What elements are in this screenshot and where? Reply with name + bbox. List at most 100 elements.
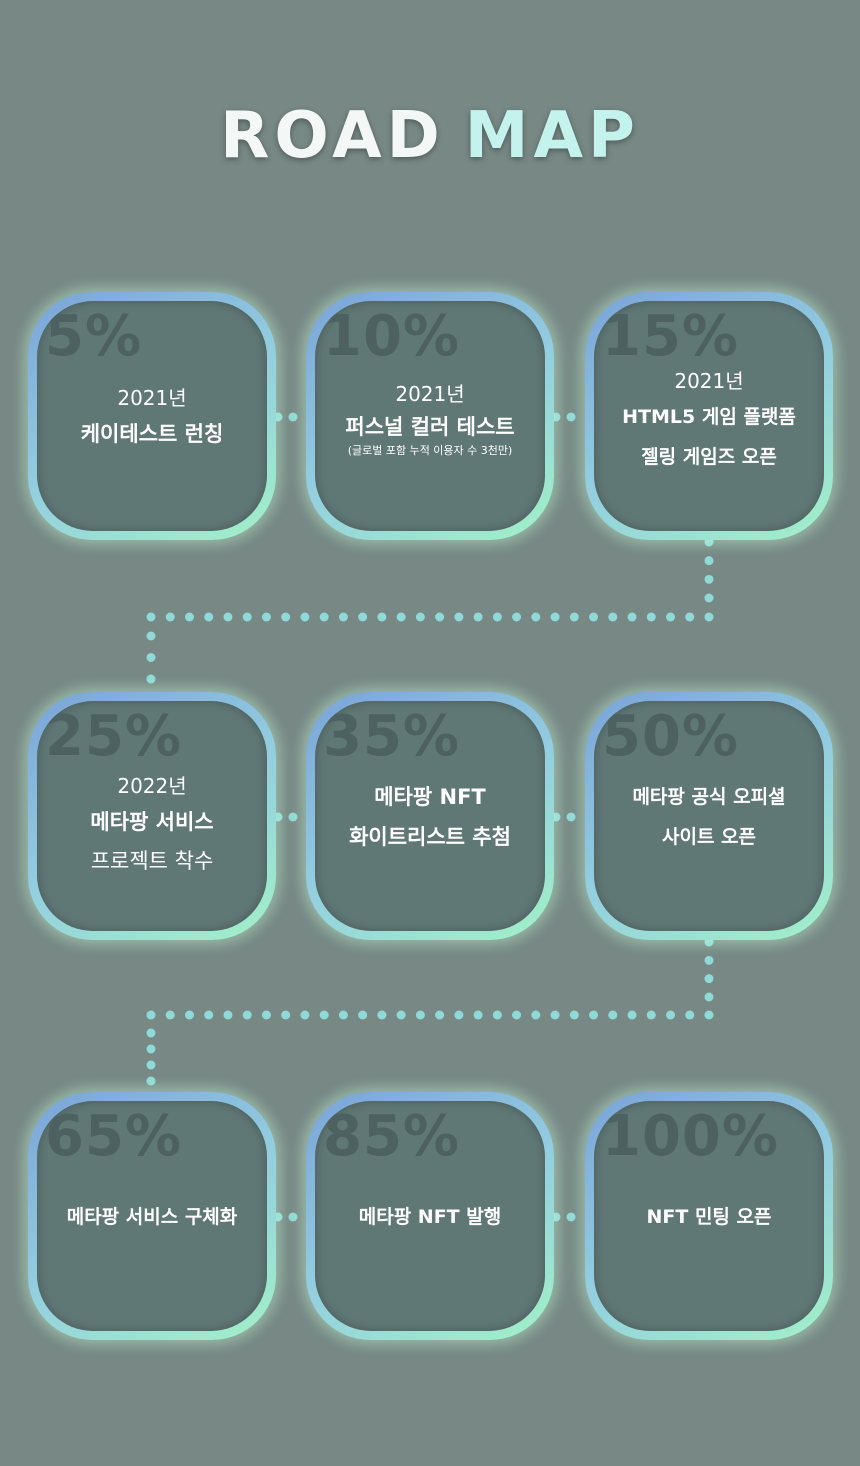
milestone-percent: 5% xyxy=(45,304,143,369)
connector-dot xyxy=(627,612,637,622)
milestone-title: 퍼스널 컬러 테스트 xyxy=(345,415,515,439)
connector-dot xyxy=(396,1010,406,1020)
connector-dot xyxy=(531,612,541,622)
connector-dot xyxy=(435,612,445,622)
connector-dot xyxy=(261,612,271,622)
milestone-title: HTML5 게임 플랫폼 xyxy=(622,406,796,428)
milestone-percent: 35% xyxy=(323,704,461,769)
connector-dot xyxy=(165,612,175,622)
milestone-card-5: 5% 2021년 케이테스트 런칭 xyxy=(28,292,276,540)
connector-dot xyxy=(646,612,656,622)
connector-dot xyxy=(146,1044,156,1054)
milestone-title: 케이테스트 런칭 xyxy=(80,422,224,446)
connector-dot xyxy=(704,974,714,984)
connector-dot xyxy=(646,1010,656,1020)
connector-dot xyxy=(300,612,310,622)
connector-dot xyxy=(473,1010,483,1020)
milestone-year: 2021년 xyxy=(674,369,744,393)
roadmap-title: ROAD MAP xyxy=(0,96,860,176)
milestone-card-100: 100% NFT 민팅 오픈 xyxy=(585,1092,833,1340)
connector-dot xyxy=(685,612,695,622)
milestone-percent: 25% xyxy=(45,704,183,769)
connector-dot xyxy=(358,612,368,622)
connector-dot xyxy=(492,612,502,622)
connector-dot xyxy=(223,1010,233,1020)
milestone-title: 메타팡 공식 오피셜 xyxy=(632,786,786,808)
connector-dot xyxy=(415,612,425,622)
milestone-title: 메타팡 서비스 xyxy=(90,810,214,834)
connector-dot xyxy=(204,1010,214,1020)
connector-dot xyxy=(566,1212,576,1222)
milestone-subtitle: 화이트리스트 추첨 xyxy=(349,825,511,849)
connector-dot xyxy=(319,612,329,622)
connector-dot xyxy=(589,612,599,622)
milestone-title: 메타팡 NFT 발행 xyxy=(358,1206,502,1228)
connector-dot xyxy=(454,1010,464,1020)
connector-dot xyxy=(566,812,576,822)
connector-dot xyxy=(512,612,522,622)
connector-dot xyxy=(184,1010,194,1020)
milestone-card-15: 15% 2021년 HTML5 게임 플랫폼 젤링 게임즈 오픈 xyxy=(585,292,833,540)
connector-dot xyxy=(531,1010,541,1020)
milestone-card-inner: 85% 메타팡 NFT 발행 xyxy=(315,1101,545,1331)
connector-dot xyxy=(242,612,252,622)
connector-dot xyxy=(146,653,156,662)
connector-dot xyxy=(415,1010,425,1020)
milestone-card-50: 50% 메타팡 공식 오피셜 사이트 오픈 xyxy=(585,692,833,940)
connector-dot xyxy=(704,574,714,584)
connector-dot xyxy=(165,1010,175,1020)
connector-dot xyxy=(146,1060,156,1070)
connector-dot xyxy=(300,1010,310,1020)
milestone-percent: 100% xyxy=(602,1104,780,1169)
milestone-year: 2021년 xyxy=(395,382,465,406)
milestone-card-65: 65% 메타팡 서비스 구체화 xyxy=(28,1092,276,1340)
milestone-percent: 50% xyxy=(602,704,740,769)
milestone-subtitle: 젤링 게임즈 오픈 xyxy=(641,446,777,468)
connector-dot xyxy=(319,1010,329,1020)
connector-dot xyxy=(704,593,714,603)
connector-dot xyxy=(704,955,714,965)
connector-dot xyxy=(492,1010,502,1020)
connector-dot xyxy=(569,1010,579,1020)
milestone-card-25: 25% 2022년 메타팡 서비스 프로젝트 착수 xyxy=(28,692,276,940)
connector-dot xyxy=(627,1010,637,1020)
connector-dot xyxy=(261,1010,271,1020)
connector-dot xyxy=(512,1010,522,1020)
title-word-road: ROAD xyxy=(220,99,445,173)
milestone-year: 2021년 xyxy=(117,386,187,410)
connector-dot xyxy=(377,612,387,622)
connector-dot xyxy=(666,1010,676,1020)
milestone-card-inner: 35% 메타팡 NFT 화이트리스트 추첨 xyxy=(315,701,545,931)
connector-dot xyxy=(569,612,579,622)
milestone-percent: 85% xyxy=(323,1104,461,1169)
connector-dot xyxy=(704,1010,714,1020)
milestone-card-35: 35% 메타팡 NFT 화이트리스트 추첨 xyxy=(306,692,554,940)
connector-dot xyxy=(288,812,298,822)
connector-dot xyxy=(377,1010,387,1020)
connector-dot xyxy=(473,612,483,622)
connector-dot xyxy=(589,1010,599,1020)
connector-dot xyxy=(396,612,406,622)
connector-dot xyxy=(281,612,291,622)
connector-dot xyxy=(666,612,676,622)
connector-dot xyxy=(288,412,298,422)
milestone-card-inner: 15% 2021년 HTML5 게임 플랫폼 젤링 게임즈 오픈 xyxy=(594,301,824,531)
milestone-percent: 15% xyxy=(602,304,740,369)
connector-dot xyxy=(338,1010,348,1020)
connector-dot xyxy=(242,1010,252,1020)
connector-dot xyxy=(281,1010,291,1020)
milestone-card-inner: 50% 메타팡 공식 오피셜 사이트 오픈 xyxy=(594,701,824,931)
milestone-title: 메타팡 NFT xyxy=(374,785,486,809)
connector-dot xyxy=(608,612,618,622)
milestone-year: 2022년 xyxy=(117,774,187,798)
milestone-card-inner: 25% 2022년 메타팡 서비스 프로젝트 착수 xyxy=(37,701,267,931)
connector-dot xyxy=(223,612,233,622)
connector-dot xyxy=(704,556,714,566)
connector-dot xyxy=(608,1010,618,1020)
connector-dot xyxy=(146,1076,156,1086)
connector-dot xyxy=(550,1010,560,1020)
connector-dot xyxy=(288,1212,298,1222)
connector-dot xyxy=(435,1010,445,1020)
milestone-subtitle: 프로젝트 착수 xyxy=(90,849,214,873)
